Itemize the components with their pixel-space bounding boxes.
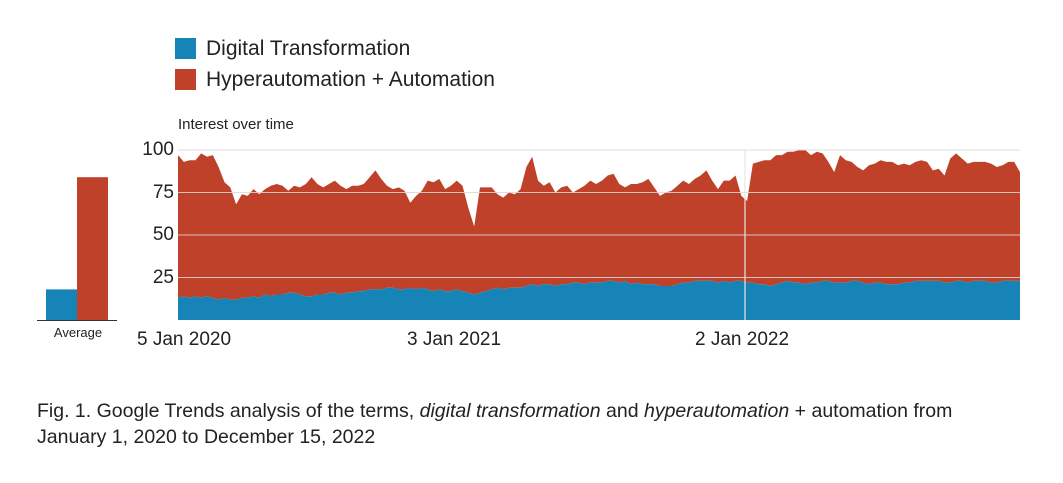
legend-swatch-digital [175,38,196,59]
legend-item-digital: Digital Transformation [175,33,495,64]
average-bar-hyperautomation [77,177,108,320]
x-tick-label: 5 Jan 2020 [137,329,232,350]
caption-text: and [600,400,644,422]
chart-legend: Digital Transformation Hyperautomation +… [175,33,495,95]
legend-label-hyper: Hyperautomation + Automation [206,67,495,91]
caption-term-digital: digital transformation [419,400,601,422]
caption-term-hyper: hyperautomation [643,400,790,422]
y-tick-label: 25 [152,267,174,288]
y-tick-label: 100 [142,139,174,160]
average-label: Average [53,325,103,340]
x-tick-label: 2 Jan 2022 [695,329,790,350]
legend-swatch-hyper [175,69,196,90]
y-tick-label: 75 [152,182,174,203]
legend-item-hyper: Hyperautomation + Automation [175,64,495,95]
figure-caption: Fig. 1. Google Trends analysis of the te… [37,398,1027,450]
caption-text: Fig. 1. Google Trends analysis of the te… [37,400,420,422]
y-tick-label: 50 [152,224,174,245]
chart-title: Interest over time [178,116,294,133]
series-area-hyperautomation [178,150,1020,300]
average-bar-digital [46,289,77,320]
caption-text: + automation from January 1, 2020 to Dec… [37,400,953,448]
legend-label-digital: Digital Transformation [206,36,411,60]
series-area-digital-transformation [178,280,1020,320]
x-tick-label: 3 Jan 2021 [407,329,502,350]
